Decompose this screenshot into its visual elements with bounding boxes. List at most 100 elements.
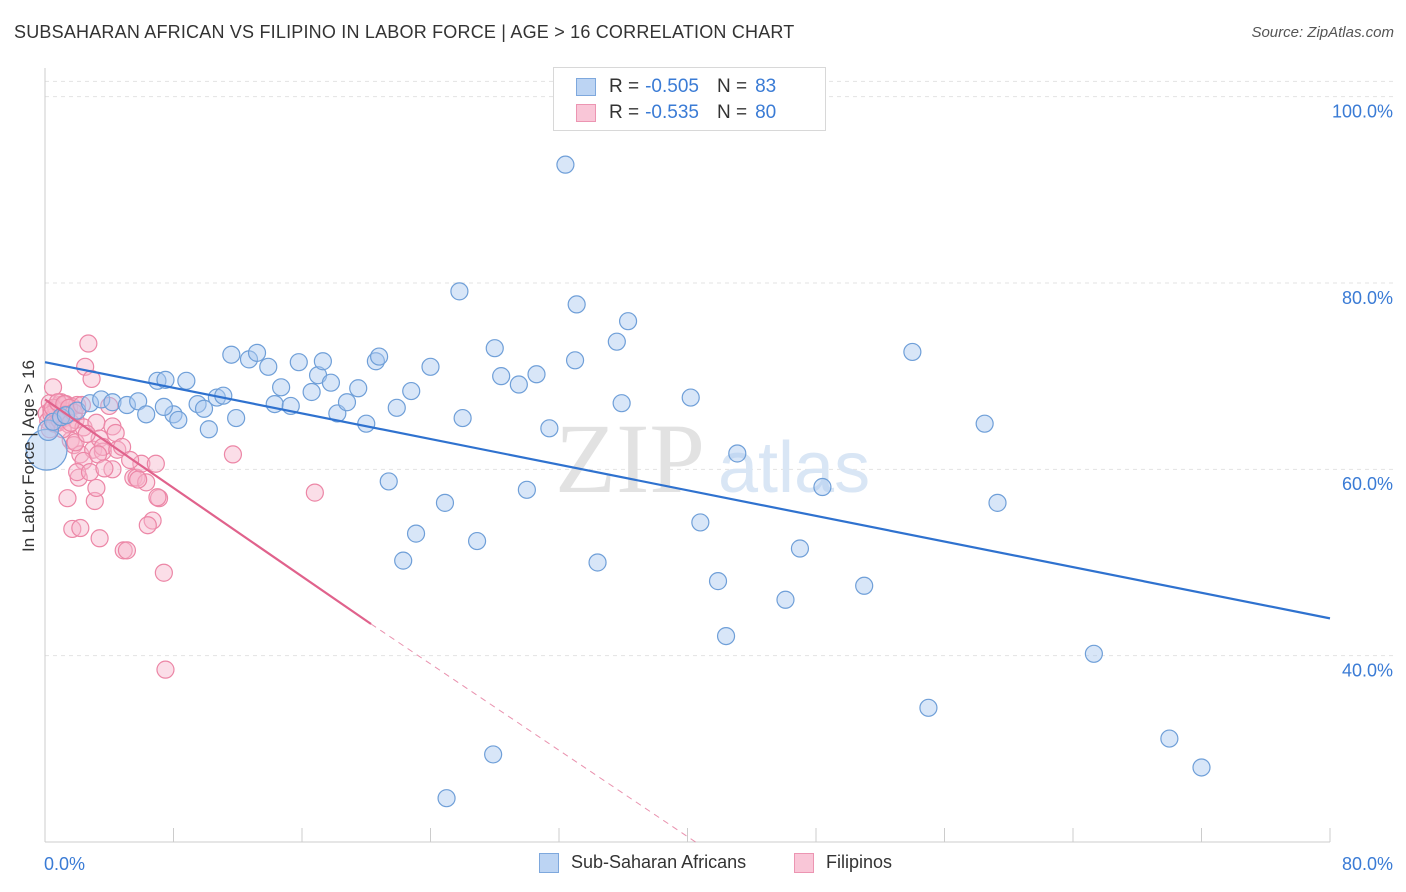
sub-saharan-africans-points <box>25 155 1211 808</box>
sub-saharan-point-16 <box>177 371 196 390</box>
filipino-point-31 <box>58 489 77 508</box>
sub-saharan-point-37 <box>349 379 368 398</box>
legend-r-label: R = <box>609 102 640 123</box>
legend-row-sub-saharan: R = -0.505 N = 83 <box>576 75 776 99</box>
sub-saharan-point-68 <box>728 444 747 463</box>
bottom-legend-swatch-blue <box>539 852 559 873</box>
filipinos-points <box>37 334 324 679</box>
sub-saharan-point-72 <box>855 576 874 595</box>
sub-saharan-point-44 <box>402 381 421 401</box>
sub-saharan-point-62 <box>612 394 631 413</box>
sub-saharan-point-14 <box>164 405 183 424</box>
sub-saharan-point-46 <box>421 357 440 376</box>
filipino-point-17 <box>64 435 84 455</box>
sub-saharan-point-45 <box>406 524 426 543</box>
filipino-point-51 <box>154 563 173 582</box>
sub-saharan-point-61 <box>607 332 626 351</box>
sub-saharan-point-49 <box>453 408 472 428</box>
sub-saharan-point-75 <box>975 414 994 433</box>
gridlines <box>45 80 1395 657</box>
watermark-zip: ZIP <box>555 403 705 514</box>
legend-n-value-1: 83 <box>755 76 777 97</box>
sub-saharan-point-69 <box>776 590 795 609</box>
legend-n-label: N = <box>716 76 748 97</box>
legend-swatch-blue <box>576 78 596 96</box>
filipino-point-50 <box>149 489 169 508</box>
sub-saharan-point-64 <box>681 388 700 407</box>
bottom-legend-swatch-pink <box>794 852 814 873</box>
legend-r-label: R = <box>609 76 640 97</box>
sub-saharan-point-10 <box>129 392 148 411</box>
sub-saharan-point-59 <box>565 351 585 370</box>
sub-saharan-point-51 <box>485 339 504 358</box>
sub-saharan-point-34 <box>321 373 341 392</box>
tick-labels: 40.0% 60.0% 80.0% 100.0% 0.0% 80.0% <box>44 102 1393 874</box>
filipino-point-79 <box>148 488 167 507</box>
sub-saharan-point-55 <box>527 365 546 384</box>
filipino-point-66 <box>68 463 87 482</box>
sub-saharan-point-67 <box>716 626 736 646</box>
filipino-point-52 <box>156 660 175 679</box>
sub-saharan-point-13 <box>156 370 175 389</box>
sub-saharan-point-77 <box>1084 644 1103 663</box>
sub-saharan-point-74 <box>919 698 938 717</box>
sub-saharan-point-82 <box>154 397 173 416</box>
sub-saharan-point-36 <box>337 393 357 412</box>
filipino-point-38 <box>90 529 109 548</box>
sub-saharan-point-22 <box>227 408 246 428</box>
sub-saharan-point-70 <box>790 539 810 558</box>
x-tick-label-0: 0.0% <box>44 854 85 874</box>
sub-saharan-point-41 <box>379 472 398 491</box>
bottom-legend-sub-saharan: Sub-Saharan Africans <box>539 852 746 873</box>
bottom-legend-label-1: Sub-Saharan Africans <box>571 852 747 872</box>
filipino-point-43 <box>117 541 137 560</box>
correlation-legend: R = -0.505 N = 83 R = -0.535 N = 80 <box>553 67 826 131</box>
trend-lines <box>44 361 1331 843</box>
legend-r-value-2: -0.535 <box>645 102 699 123</box>
sub-saharan-point-80 <box>484 745 503 764</box>
sub-saharan-trend-line <box>44 361 1331 620</box>
legend-n-label: N = <box>716 102 748 123</box>
sub-saharan-point-30 <box>289 353 308 372</box>
sub-saharan-point-31 <box>302 382 321 402</box>
sub-saharan-point-60 <box>588 553 607 572</box>
sub-saharan-point-42 <box>387 398 406 417</box>
sub-saharan-point-78 <box>1160 729 1179 748</box>
sub-saharan-point-76 <box>988 493 1007 512</box>
sub-saharan-point-47 <box>435 493 455 512</box>
y-tick-label-0: 40.0% <box>1342 661 1393 681</box>
sub-saharan-point-1 <box>37 419 60 441</box>
legend-row-filipinos: R = -0.535 N = 80 <box>576 101 776 125</box>
filipino-point-69 <box>80 463 100 482</box>
y-tick-label-2: 80.0% <box>1342 288 1393 308</box>
sub-saharan-point-81 <box>437 789 456 808</box>
filipino-point-33 <box>71 518 90 538</box>
sub-saharan-point-7 <box>92 390 111 409</box>
y-tick-label-3: 100.0% <box>1332 102 1393 122</box>
filipino-point-75 <box>129 470 148 489</box>
y-tick-label-1: 60.0% <box>1342 474 1393 494</box>
axes <box>44 68 1331 843</box>
sub-saharan-point-56 <box>540 419 559 438</box>
sub-saharan-point-58 <box>567 295 586 314</box>
sub-saharan-point-71 <box>813 477 832 497</box>
sub-saharan-point-23 <box>222 345 241 364</box>
sub-saharan-point-54 <box>517 480 536 499</box>
source-label: Source: ZipAtlas.com <box>1251 24 1394 41</box>
watermark-atlas: atlas <box>718 428 870 508</box>
sub-saharan-point-43 <box>394 551 413 570</box>
sub-saharan-point-65 <box>691 513 710 532</box>
legend-swatch-pink <box>576 104 596 122</box>
sub-saharan-point-66 <box>708 572 728 591</box>
y-axis-label: In Labor Force | Age > 16 <box>19 360 38 552</box>
sub-saharan-point-63 <box>618 312 638 331</box>
sub-saharan-point-79 <box>1192 758 1211 777</box>
sub-saharan-point-73 <box>903 342 922 362</box>
legend-n-value-2: 80 <box>755 102 777 123</box>
sub-saharan-point-8 <box>103 393 122 412</box>
legend-r-value-1: -0.505 <box>645 76 699 97</box>
sub-saharan-point-15 <box>169 410 188 430</box>
chart-title: SUBSAHARAN AFRICAN VS FILIPINO IN LABOR … <box>14 22 795 42</box>
watermark: ZIP atlas <box>555 403 870 514</box>
sub-saharan-point-40 <box>370 347 389 366</box>
